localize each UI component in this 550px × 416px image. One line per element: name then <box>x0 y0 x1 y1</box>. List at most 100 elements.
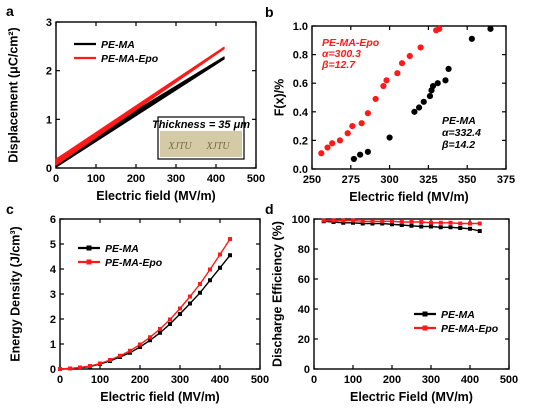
x-tick-label: 325 <box>419 174 437 186</box>
x-axis-title: Electric field (MV/m) <box>349 190 468 204</box>
panel-letter: d <box>265 201 274 217</box>
scatter-point <box>329 140 336 147</box>
scatter-point <box>357 151 364 158</box>
y-tick-label: 5 <box>50 239 56 251</box>
series-marker <box>380 219 385 224</box>
annotation-line: PE-MA-Epo <box>322 37 380 49</box>
series-marker <box>148 335 152 340</box>
series-marker <box>370 219 375 224</box>
x-tick-label: 375 <box>497 174 515 186</box>
series-marker <box>178 312 182 316</box>
series-marker <box>78 365 82 370</box>
series-marker <box>429 224 433 229</box>
y-tick-label: 100 <box>292 214 310 226</box>
scatter-point <box>364 110 371 117</box>
x-axis-title: Electric Field (MV/m) <box>350 390 473 404</box>
scatter-point <box>406 52 413 60</box>
series-marker <box>118 353 122 358</box>
scatter-point <box>442 77 449 84</box>
series-marker <box>448 225 453 230</box>
series-marker <box>360 219 365 224</box>
y-tick-label: 1.0 <box>293 21 308 33</box>
scatter-point <box>349 123 356 130</box>
annotation-line: α=300.3 <box>322 48 361 60</box>
legend-entry: PE-MA <box>101 39 135 51</box>
x-tick-label: 0 <box>57 374 63 386</box>
scatter-point <box>383 77 390 84</box>
scatter-point <box>436 25 443 32</box>
x-tick-label: 200 <box>127 173 145 185</box>
scatter-point <box>372 95 379 103</box>
x-tick-label: 100 <box>91 374 109 386</box>
series-marker <box>341 218 346 223</box>
scatter-point <box>344 130 351 137</box>
scatter-point <box>394 70 401 77</box>
y-tick-label: 40 <box>298 304 310 316</box>
series-marker <box>399 223 404 227</box>
y-axis-title: Discharge Efficiency (%) <box>270 221 284 367</box>
series-line <box>59 254 231 370</box>
legend-marker <box>422 325 428 331</box>
inset-scribble: XJTU <box>205 141 230 152</box>
scatter-point <box>445 65 452 72</box>
scatter-point <box>364 148 371 155</box>
x-axis-title: Electric field (MV/m) <box>100 390 219 404</box>
series-marker <box>228 253 232 258</box>
y-tick-label: 0 <box>50 364 56 376</box>
scatter-point <box>415 104 423 111</box>
legend-entry: PE-MA-Epo <box>101 53 159 65</box>
y-tick-label: 1 <box>46 114 52 126</box>
x-tick-label: 300 <box>167 173 185 185</box>
series-marker <box>370 221 375 226</box>
x-axis-title: Electric field (MV/m) <box>96 189 215 203</box>
series-marker <box>58 367 62 371</box>
x-tick-label: 0 <box>311 374 317 386</box>
panel-d: 0 100 200 300 400 500 0 20 40 60 80 100 Electric Fie… <box>265 201 518 404</box>
x-tick-label: 0 <box>53 173 59 185</box>
y-tick-label: 1 <box>50 339 56 351</box>
annotation-line: β=14.2 <box>441 139 475 151</box>
y-tick-label: 0.6 <box>293 78 308 90</box>
scatter-point <box>398 60 406 67</box>
x-tick-label: 100 <box>344 374 362 386</box>
scatter-point <box>411 108 418 115</box>
x-tick-label: 400 <box>461 374 479 386</box>
legend-marker <box>422 311 428 317</box>
scatter-point <box>434 80 441 87</box>
series-marker <box>390 222 394 227</box>
scatter-point <box>386 134 393 141</box>
series-marker <box>228 237 232 241</box>
series-marker <box>468 226 472 231</box>
series-marker <box>208 267 212 272</box>
y-tick-label: 0.4 <box>293 107 309 119</box>
series-marker <box>477 229 482 233</box>
x-tick-label: 350 <box>458 174 476 186</box>
series-marker <box>458 221 463 226</box>
scatter-point <box>350 155 358 163</box>
scatter-point <box>380 82 387 90</box>
legend-entry: PE-MA-Epo <box>441 323 499 335</box>
series-marker <box>438 225 443 230</box>
series-marker <box>218 265 222 270</box>
y-tick-label: 20 <box>298 334 310 346</box>
series-marker <box>399 220 404 224</box>
series-marker <box>321 218 326 223</box>
series-marker <box>341 220 346 225</box>
scatter-point <box>426 92 434 100</box>
series-marker <box>138 345 142 349</box>
series-marker <box>331 218 336 223</box>
scatter-point <box>318 150 325 157</box>
scatter-point <box>324 144 331 151</box>
series-marker <box>477 221 482 226</box>
y-tick-label: 6 <box>50 214 56 226</box>
series-marker <box>419 220 424 224</box>
annotation-line: α=332.4 <box>442 127 481 139</box>
y-tick-label: 0.2 <box>293 135 308 147</box>
y-axis-title: Energy Density (J/cm³) <box>8 226 22 361</box>
series-marker <box>178 306 182 311</box>
series-marker <box>218 252 222 257</box>
series-marker <box>468 221 472 226</box>
y-tick-label: 2 <box>46 66 52 78</box>
series-marker <box>390 219 394 224</box>
series-marker <box>448 220 453 225</box>
